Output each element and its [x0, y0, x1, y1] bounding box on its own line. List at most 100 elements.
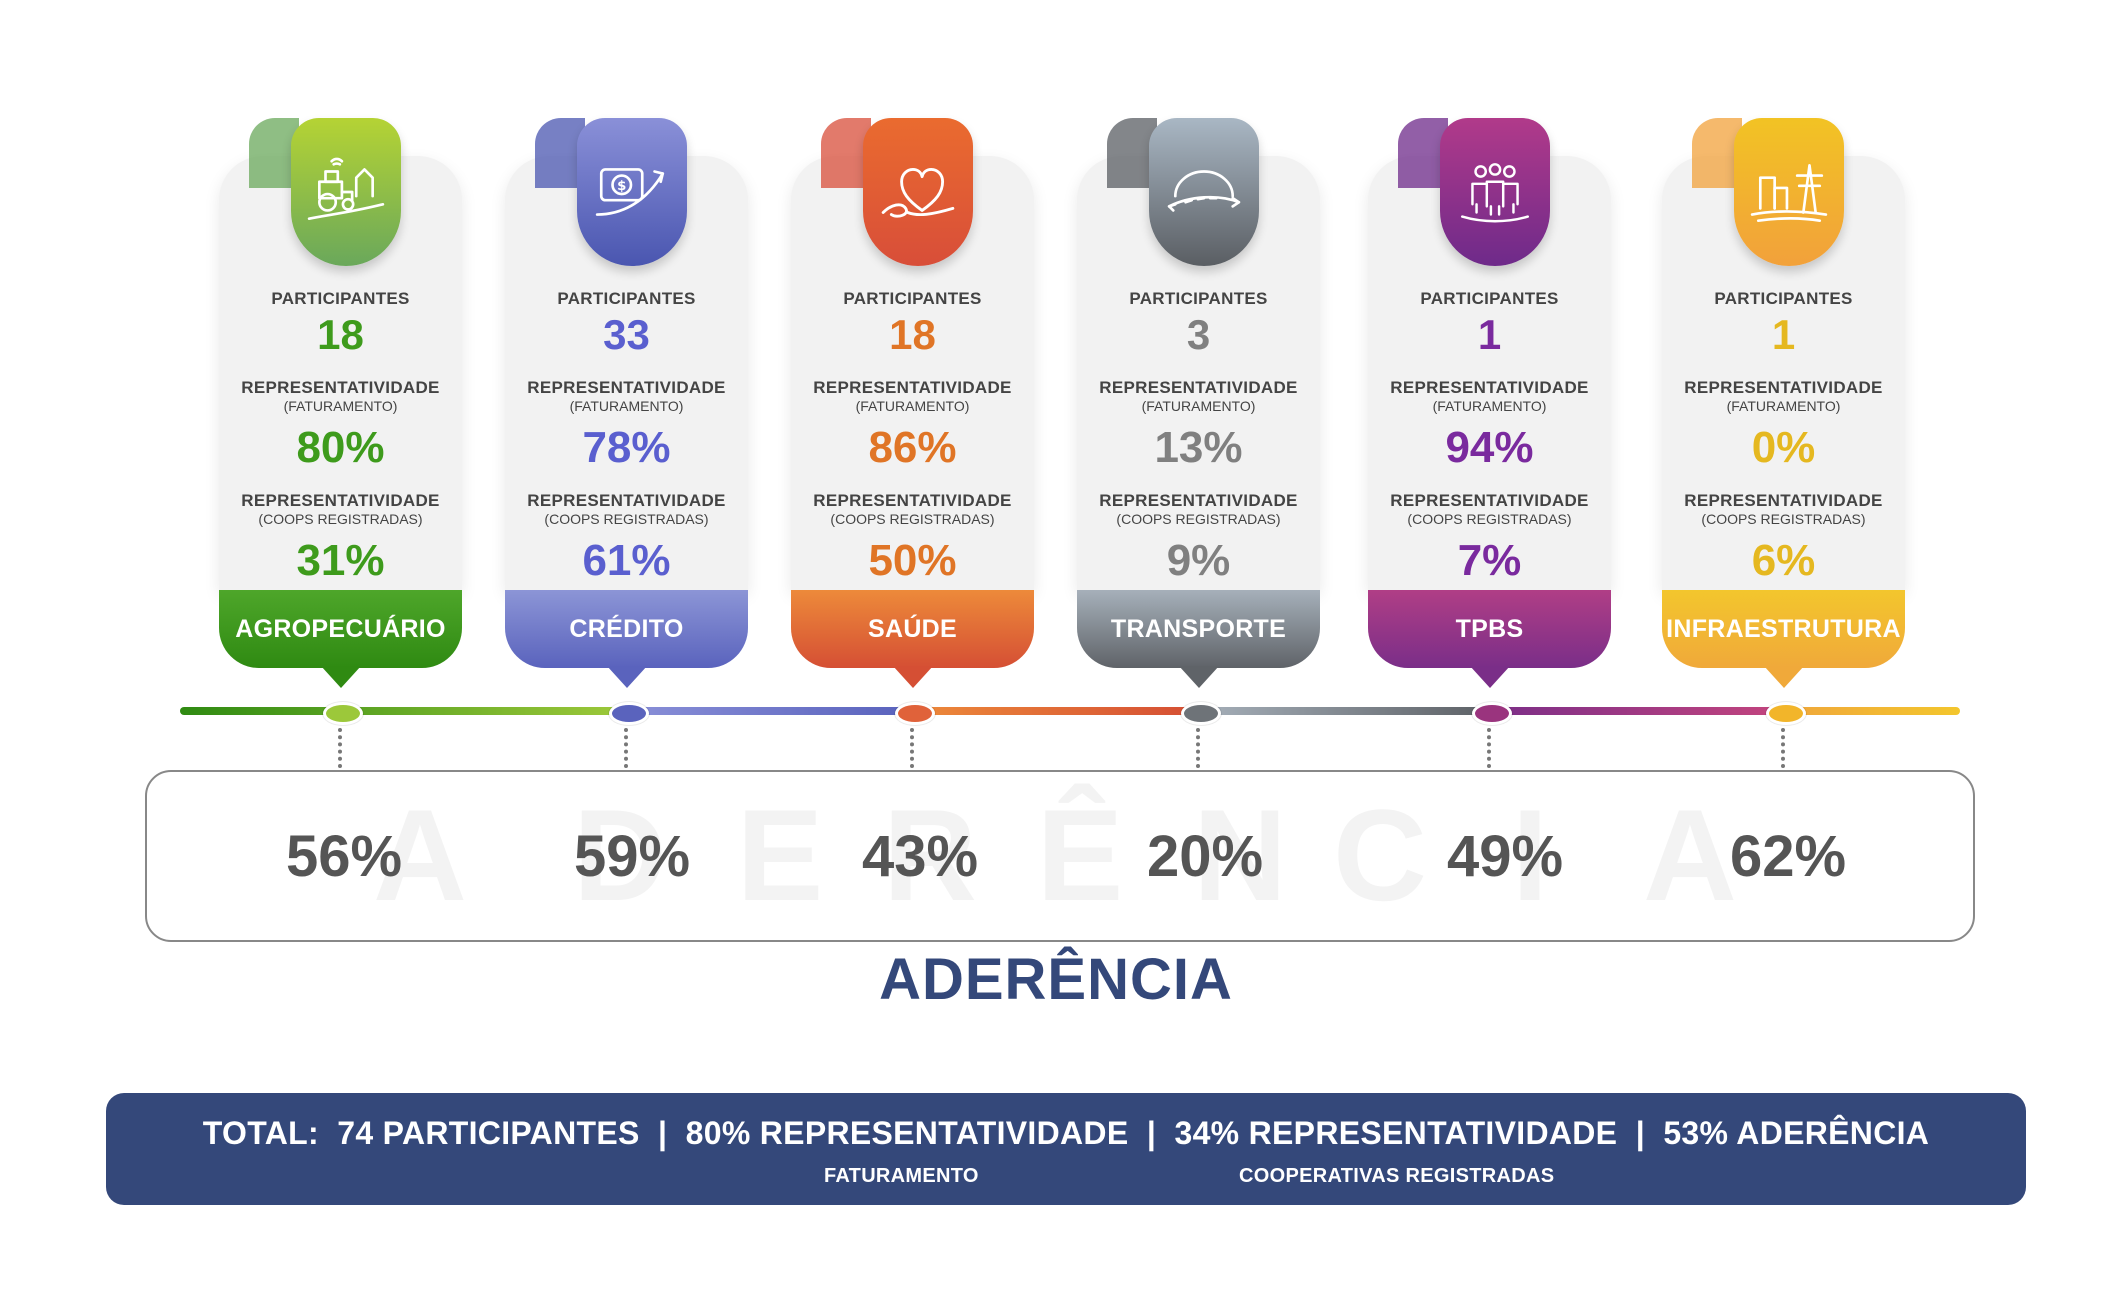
sector-badge	[1734, 118, 1844, 266]
rep-billing-sublabel: (FATURAMENTO)	[1432, 398, 1547, 414]
participants-value: 1	[1771, 311, 1796, 358]
sector-name: AGROPECUÁRIO	[235, 614, 446, 643]
ghost-letter: A	[1643, 782, 1737, 928]
timeline-dot	[323, 702, 363, 725]
timeline-segment	[1198, 707, 1482, 715]
sector-name: CRÉDITO	[569, 614, 684, 643]
adherence-value: 56%	[285, 824, 403, 889]
sector-name-band: SAÚDE	[791, 590, 1034, 668]
sector-card-tpbs: PARTICIPANTES 1 REPRESENTATIVIDADE (FATU…	[1368, 118, 1611, 688]
timeline-segment	[912, 707, 1192, 715]
participants-value: 3	[1186, 311, 1211, 358]
rep-billing-value: 80%	[296, 423, 385, 472]
rep-billing-sublabel: (FATURAMENTO)	[855, 398, 970, 414]
band-pointer	[321, 666, 361, 688]
rep-coops-label: REPRESENTATIVIDADE	[1099, 491, 1298, 510]
band-pointer	[893, 666, 933, 688]
timeline-dot	[895, 702, 935, 725]
timeline-segment	[180, 707, 620, 715]
rep-billing-value: 78%	[582, 423, 671, 472]
badge-tab	[1107, 118, 1157, 188]
dotted-connector	[1781, 728, 1785, 768]
rep-coops-value: 31%	[296, 536, 385, 585]
adherence-value: 62%	[1729, 824, 1847, 889]
band-pointer	[607, 666, 647, 688]
rep-billing-sublabel: (FATURAMENTO)	[1726, 398, 1841, 414]
rep-coops-sublabel: (COOPS REGISTRADAS)	[1116, 511, 1281, 527]
sector-name: TPBS	[1455, 614, 1524, 643]
band-pointer	[1179, 666, 1219, 688]
rep-billing-label: REPRESENTATIVIDADE	[241, 378, 440, 397]
ghost-letter: Ê	[1036, 782, 1124, 928]
ghost-letter: N	[1193, 782, 1287, 928]
sector-badge	[1149, 118, 1259, 266]
badge-tab	[1692, 118, 1742, 188]
sector-card-agropecuario: PARTICIPANTES 18 REPRESENTATIVIDADE (FAT…	[219, 118, 462, 688]
dotted-connector	[624, 728, 628, 768]
participants-value: 18	[317, 311, 364, 358]
adherence-title: ADERÊNCIA	[879, 947, 1233, 1012]
sector-name: SAÚDE	[867, 614, 957, 643]
timeline-segment	[1800, 707, 1960, 715]
participants-label: PARTICIPANTES	[557, 289, 696, 308]
sector-badge	[863, 118, 973, 266]
tractor-icon	[305, 151, 387, 233]
band-pointer	[1470, 666, 1510, 688]
rep-coops-value: 6%	[1751, 536, 1816, 585]
rep-billing-value: 94%	[1445, 423, 1534, 472]
sector-card-saude: PARTICIPANTES 18 REPRESENTATIVIDADE (FAT…	[791, 118, 1034, 688]
sector-name: INFRAESTRUTURA	[1666, 614, 1901, 643]
badge-tab	[821, 118, 871, 188]
sector-badge: $	[577, 118, 687, 266]
total-sub-billing: FATURAMENTO	[824, 1165, 979, 1187]
rep-billing-sublabel: (FATURAMENTO)	[283, 398, 398, 414]
rep-billing-label: REPRESENTATIVIDADE	[1390, 378, 1589, 397]
participants-label: PARTICIPANTES	[843, 289, 982, 308]
ghost-letter: I	[1511, 782, 1549, 928]
sector-card-infraestrutura: PARTICIPANTES 1 REPRESENTATIVIDADE (FATU…	[1662, 118, 1905, 688]
participants-label: PARTICIPANTES	[1714, 289, 1853, 308]
rep-coops-sublabel: (COOPS REGISTRADAS)	[544, 511, 709, 527]
ghost-letter: C	[1333, 782, 1427, 928]
rep-billing-sublabel: (FATURAMENTO)	[1141, 398, 1256, 414]
sector-name-band: TPBS	[1368, 590, 1611, 668]
total-sub-coops: COOPERATIVAS REGISTRADAS	[1239, 1165, 1555, 1187]
rep-billing-sublabel: (FATURAMENTO)	[569, 398, 684, 414]
adherence-value: 43%	[861, 824, 979, 889]
ghost-letter: E	[736, 782, 824, 928]
rep-billing-label: REPRESENTATIVIDADE	[813, 378, 1012, 397]
power-tower-icon	[1748, 151, 1830, 233]
ghost-letter: D	[573, 782, 667, 928]
ghost-letter: R	[883, 782, 977, 928]
rep-coops-label: REPRESENTATIVIDADE	[813, 491, 1012, 510]
sector-card-credito: $ PARTICIPANTES 33 REPRESENTATIVIDADE (F…	[505, 118, 748, 688]
rep-coops-value: 7%	[1457, 536, 1522, 585]
adherence-box	[145, 770, 1975, 942]
sector-badge	[291, 118, 401, 266]
sector-name-band: CRÉDITO	[505, 590, 748, 668]
dotted-connector	[1196, 728, 1200, 768]
badge-tab	[249, 118, 299, 188]
participants-label: PARTICIPANTES	[1129, 289, 1268, 308]
rep-coops-label: REPRESENTATIVIDADE	[527, 491, 726, 510]
participants-value: 18	[889, 311, 936, 358]
adherence-value: 59%	[573, 824, 691, 889]
rep-billing-label: REPRESENTATIVIDADE	[527, 378, 726, 397]
sector-badge	[1440, 118, 1550, 266]
rep-coops-value: 50%	[868, 536, 957, 585]
rep-coops-sublabel: (COOPS REGISTRADAS)	[830, 511, 995, 527]
rep-coops-label: REPRESENTATIVIDADE	[241, 491, 440, 510]
badge-tab	[1398, 118, 1448, 188]
heart-icon	[877, 151, 959, 233]
sector-card-transporte: PARTICIPANTES 3 REPRESENTATIVIDADE (FATU…	[1077, 118, 1320, 688]
timeline-dot	[609, 702, 649, 725]
adherence-value: 49%	[1446, 824, 1564, 889]
money-growth-icon: $	[591, 151, 673, 233]
participants-value: 1	[1477, 311, 1502, 358]
sector-name-band: INFRAESTRUTURA	[1662, 590, 1905, 668]
sector-name-band: AGROPECUÁRIO	[219, 590, 462, 668]
timeline-dot	[1766, 702, 1806, 725]
timeline-segment	[626, 707, 905, 715]
sector-name-band: TRANSPORTE	[1077, 590, 1320, 668]
rep-billing-value: 0%	[1751, 423, 1816, 472]
